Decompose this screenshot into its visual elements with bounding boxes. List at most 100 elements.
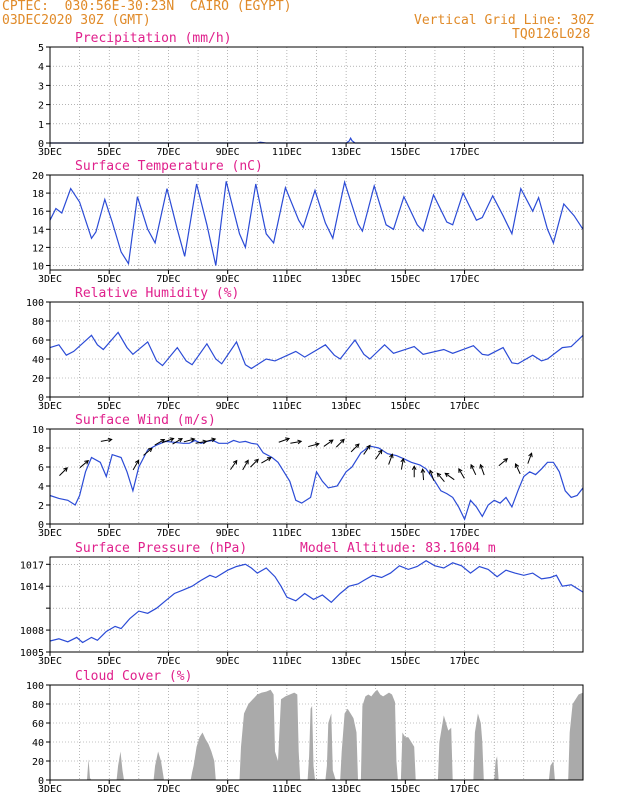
panel-title: Precipitation (mm/h) [75, 31, 232, 46]
y-tick-label: 10 [32, 261, 44, 272]
wind-arrow-shaft [323, 439, 334, 447]
y-tick-label: 18 [32, 189, 44, 200]
wind-arrow-head [169, 437, 175, 442]
x-tick-label: 15DEC [390, 656, 420, 667]
wind-arrow-shaft [79, 460, 89, 469]
y-tick-label: 20 [32, 374, 44, 385]
x-tick-label: 15DEC [390, 401, 420, 412]
y-tick-label: 16 [32, 207, 44, 218]
wind-arrow-head [211, 437, 217, 443]
panel-3: 0 2 4 6 8 10 3DEC 5DEC 7DEC 9DEC 11DEC 13DEC 15DEC 17… [32, 413, 584, 539]
x-tick-label: 15DEC [390, 784, 420, 795]
x-tick-label: 17DEC [450, 784, 480, 795]
wind-arrow [242, 459, 249, 471]
wind-arrow-shaft [163, 438, 174, 443]
x-tick-label: 5DEC [97, 147, 121, 158]
wind-arrow [172, 438, 183, 445]
wind-arrow [250, 458, 259, 468]
cloud-area [50, 689, 583, 780]
wind-arrow-shaft [429, 470, 435, 481]
wind-arrow [458, 467, 465, 479]
wind-arrow [132, 459, 140, 471]
y-tick-label: 1017 [20, 560, 44, 571]
panel-title: Surface Wind (m/s) [75, 413, 216, 428]
y-tick-label: 4 [38, 62, 44, 73]
wind-arrow [470, 463, 477, 476]
wind-arrow [290, 439, 303, 445]
wind-arrow-head [514, 462, 520, 468]
wind-arrow-head [378, 449, 383, 455]
station-header: CPTEC: 030:56E-30:23N CAIRO (EGYPT) [2, 0, 292, 14]
wind-arrow-head [411, 465, 417, 471]
y-tick-label: 1 [38, 120, 44, 131]
x-tick-label: 13DEC [331, 147, 361, 158]
y-tick-label: 100 [26, 298, 44, 309]
wind-arrow-head [285, 437, 291, 442]
wind-arrow [436, 472, 445, 482]
wind-arrow [323, 439, 334, 447]
x-tick-label: 3DEC [38, 528, 62, 539]
wind-arrow-head [400, 457, 406, 463]
wind-arrow-head [354, 443, 360, 449]
x-tick-label: 15DEC [390, 147, 420, 158]
wind-arrow-head [328, 439, 334, 444]
wind-arrow [429, 469, 435, 481]
wind-arrow-head [444, 472, 450, 478]
x-tick-label: 7DEC [156, 656, 180, 667]
wind-arrow-shaft [350, 443, 360, 453]
x-tick-label: 17DEC [450, 147, 480, 158]
y-tick-label: 80 [32, 700, 44, 711]
x-tick-label: 15DEC [390, 528, 420, 539]
x-tick-label: 3DEC [38, 656, 62, 667]
x-tick-label: 9DEC [216, 656, 240, 667]
y-tick-label: 40 [32, 738, 44, 749]
wind-arrow [143, 447, 153, 456]
wind-arrow-head [470, 463, 475, 469]
wind-arrow-head [366, 444, 371, 450]
x-tick-label: 17DEC [450, 528, 480, 539]
wind-arrow-shaft [479, 464, 485, 476]
x-tick-label: 17DEC [450, 656, 480, 667]
wind-arrow-shaft [250, 458, 259, 468]
run-code: TQ0126L028 [512, 27, 591, 42]
panel-5: 0 20 40 60 80 100 3DEC 5DEC 7DEC 9DEC 11DEC 13DEC 15… [26, 669, 584, 795]
wind-arrow-shaft [154, 439, 165, 446]
y-tick-label: 60 [32, 719, 44, 730]
wind-arrow-shaft [498, 458, 508, 467]
y-tick-label: 1005 [20, 648, 44, 659]
y-tick-label: 5 [38, 43, 44, 54]
y-tick-label: 2 [38, 101, 44, 112]
y-tick-label: 0 [38, 520, 44, 531]
wind-arrow [204, 437, 217, 443]
wind-arrow-head [63, 467, 68, 472]
y-tick-label: 10 [32, 425, 44, 436]
wind-arrow-shaft [515, 463, 521, 475]
wind-arrow-shaft [422, 469, 425, 481]
wind-arrow-shaft [143, 447, 153, 456]
x-tick-label: 5DEC [97, 401, 121, 412]
panel-frame [49, 556, 584, 653]
wind-arrow-shaft [458, 468, 465, 479]
x-tick-label: 11DEC [272, 528, 302, 539]
x-tick-label: 9DEC [216, 274, 240, 285]
y-tick-label: 100 [26, 681, 44, 692]
x-tick-label: 9DEC [216, 784, 240, 795]
x-tick-label: 7DEC [156, 401, 180, 412]
x-tick-label: 9DEC [216, 401, 240, 412]
wind-arrow [79, 459, 90, 469]
x-tick-label: 5DEC [97, 784, 121, 795]
wind-arrow-shaft [527, 453, 533, 464]
x-tick-label: 5DEC [97, 656, 121, 667]
panel-frame [49, 684, 584, 781]
wind-arrow-shaft [436, 472, 445, 482]
x-tick-label: 9DEC [216, 528, 240, 539]
wind-arrow-shaft [59, 467, 68, 476]
wind-arrow-head [340, 438, 345, 444]
panel-frame [49, 46, 584, 144]
wind-arrow [230, 459, 238, 470]
wind-arrow-head [297, 439, 303, 445]
y-tick-label: 12 [32, 243, 44, 254]
wind-arrow-head [232, 459, 238, 465]
wind-arrow [411, 465, 417, 478]
panel-title: Surface Temperature (nC) [75, 159, 263, 174]
